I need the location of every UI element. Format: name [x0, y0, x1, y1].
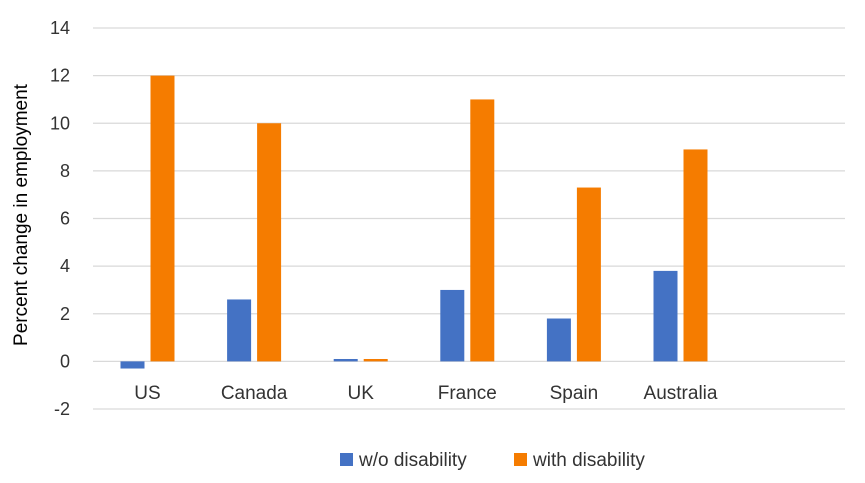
y-tick-label-10: 10 — [50, 113, 70, 133]
legend-label-with-disability: with disability — [532, 450, 645, 471]
legend: w/o disability with disability — [340, 450, 645, 471]
y-tick-label-12: 12 — [50, 66, 70, 86]
y-axis-ticks: -2 0 2 4 6 8 10 12 14 — [50, 18, 70, 419]
legend-swatch-with-disability — [514, 453, 527, 466]
bar-spain-without-disability — [546, 318, 571, 362]
y-tick-label-0: 0 — [60, 351, 70, 371]
x-tick-label-uk: UK — [347, 383, 374, 404]
x-tick-label-canada: Canada — [221, 383, 288, 404]
bar-australia-without-disability — [653, 270, 678, 362]
bar-us-with-disability — [150, 75, 175, 362]
bar-france-without-disability — [440, 289, 465, 362]
legend-label-without-disability: w/o disability — [358, 450, 467, 471]
bar-uk-with-disability — [363, 358, 388, 362]
x-tick-label-france: France — [438, 383, 497, 404]
legend-swatch-without-disability — [340, 453, 353, 466]
bar-uk-without-disability — [333, 358, 358, 362]
y-tick-label-14: 14 — [50, 18, 70, 38]
x-tick-label-australia: Australia — [644, 383, 718, 404]
y-tick-label-8: 8 — [60, 161, 70, 181]
y-tick-label-6: 6 — [60, 209, 70, 229]
x-tick-label-us: US — [134, 383, 160, 404]
bar-france-with-disability — [470, 99, 495, 362]
y-axis-label: Percent change in employment — [11, 83, 32, 346]
y-tick-label-4: 4 — [60, 256, 70, 276]
bar-spain-with-disability — [576, 187, 601, 362]
bar-canada-without-disability — [227, 299, 252, 362]
bar-australia-with-disability — [683, 149, 708, 362]
bars — [120, 75, 708, 369]
y-tick-label--2: -2 — [54, 399, 70, 419]
x-tick-label-spain: Spain — [550, 383, 599, 404]
x-axis-categories: US Canada UK France Spain Australia — [134, 383, 718, 404]
gridlines — [93, 27, 845, 410]
y-tick-label-2: 2 — [60, 304, 70, 324]
bar-canada-with-disability — [257, 123, 282, 362]
bar-us-without-disability — [120, 361, 145, 369]
